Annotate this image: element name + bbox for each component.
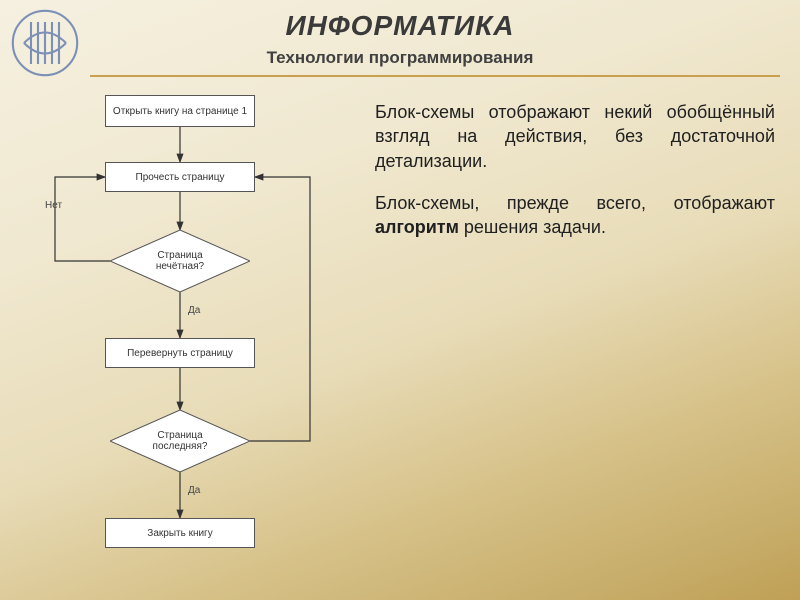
description-paragraph-1: Блок-схемы отображают некий обобщённый в… xyxy=(375,100,775,173)
flowchart-node-n4: Перевернуть страницу xyxy=(105,338,255,368)
flowchart-edge xyxy=(55,177,110,261)
flowchart-edge-label: Нет xyxy=(45,200,62,211)
page-title: ИНФОРМАТИКА xyxy=(0,10,800,42)
flowchart-edge-label: Да xyxy=(188,305,200,316)
header-divider xyxy=(90,75,780,77)
flowchart-node-n1: Открыть книгу на странице 1 xyxy=(105,95,255,127)
flowchart-node-n5: Страница последняя? xyxy=(110,410,250,472)
flowchart-node-n3: Страница нечётная? xyxy=(110,230,250,292)
flowchart-edge-label: Да xyxy=(188,485,200,496)
flowchart-diagram: Открыть книгу на странице 1 Прочесть стра… xyxy=(10,90,350,590)
flowchart-edge xyxy=(250,177,310,441)
description-block: Блок-схемы отображают некий обобщённый в… xyxy=(375,100,775,257)
flowchart-node-n6: Закрыть книгу xyxy=(105,518,255,548)
description-paragraph-2: Блок-схемы, прежде всего, отображают алг… xyxy=(375,191,775,240)
page-subtitle: Технологии программирования xyxy=(0,48,800,68)
flowchart-node-n2: Прочесть страницу xyxy=(105,162,255,192)
